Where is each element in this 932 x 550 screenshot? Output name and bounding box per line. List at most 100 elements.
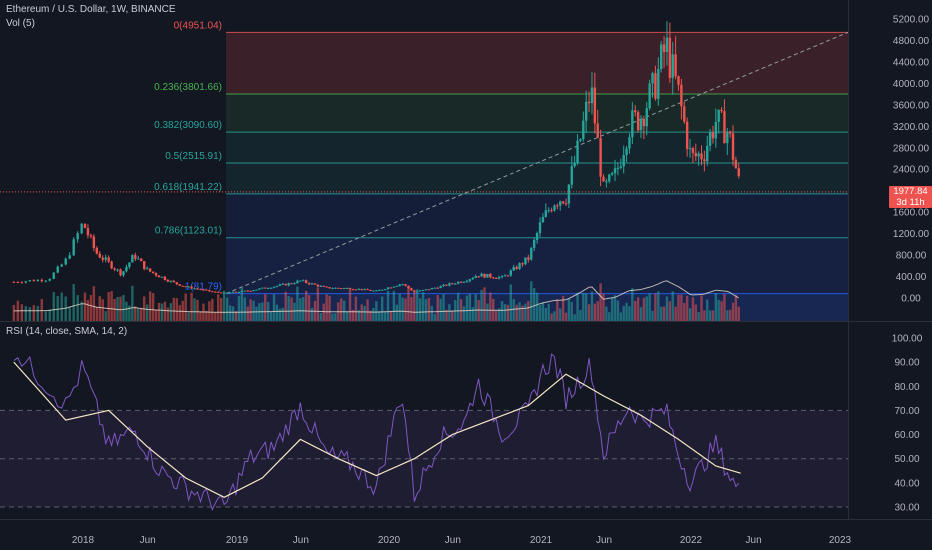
- candle-body: [471, 277, 474, 280]
- candle-body: [187, 286, 190, 288]
- volume-bar: [354, 296, 358, 321]
- volume-bar: [582, 292, 585, 321]
- chart-title[interactable]: Ethereum / U.S. Dollar, 1W, BINANCE: [6, 4, 176, 15]
- volume-indicator-label[interactable]: Vol (5): [6, 18, 35, 29]
- rsi-axis-tick: 50.00: [894, 454, 919, 465]
- volume-bar: [40, 298, 43, 321]
- candle-body: [477, 276, 480, 278]
- candle-body: [310, 283, 314, 285]
- candle-body: [68, 255, 71, 259]
- candle-body: [685, 121, 689, 150]
- volume-bar: [372, 308, 375, 321]
- candle-body: [266, 288, 270, 290]
- volume-bar: [625, 302, 628, 321]
- candle-body: [459, 281, 463, 283]
- volume-bar: [92, 286, 96, 321]
- candle-body: [363, 289, 366, 291]
- volume-bar: [439, 298, 442, 321]
- volume-bar: [125, 301, 128, 321]
- candle-body: [151, 271, 155, 274]
- candle-body: [175, 282, 178, 285]
- candle-body: [378, 289, 381, 291]
- candle-body: [36, 279, 39, 282]
- volume-bar: [217, 294, 220, 321]
- volume-bar: [532, 288, 536, 321]
- candle-body: [697, 153, 700, 157]
- candle-body: [16, 281, 20, 283]
- volume-bar: [628, 306, 631, 321]
- rsi-axis-tick: 80.00: [894, 382, 919, 393]
- volume-bar: [334, 313, 337, 321]
- volume-bar: [360, 304, 363, 321]
- candle-body: [587, 101, 591, 104]
- volume-bar: [172, 297, 176, 321]
- volume-bar: [680, 294, 683, 321]
- candle-body: [196, 288, 199, 290]
- candle-body: [163, 276, 167, 281]
- volume-bar: [48, 309, 51, 321]
- volume-bar: [544, 307, 548, 321]
- volume-bar: [593, 303, 597, 321]
- candle-body: [622, 154, 625, 167]
- candle-body: [258, 288, 261, 290]
- candle-body: [691, 148, 695, 153]
- candle-body: [237, 291, 241, 293]
- volume-bar: [378, 311, 381, 321]
- volume-bar: [72, 283, 75, 321]
- candle-body: [214, 291, 217, 293]
- volume-bar: [56, 296, 59, 321]
- time-axis-tick: 2023: [829, 535, 852, 546]
- volume-bar: [122, 294, 125, 321]
- candle-body: [334, 287, 337, 289]
- volume-bar: [616, 300, 620, 321]
- volume-bar: [610, 297, 614, 321]
- volume-bar: [587, 304, 591, 321]
- rsi-axis-tick: 60.00: [894, 430, 919, 441]
- volume-bar: [602, 293, 605, 321]
- candle-body: [340, 288, 343, 290]
- candle-body: [486, 273, 489, 278]
- candle-body: [636, 112, 640, 131]
- candle-body: [319, 285, 322, 287]
- volume-bar: [665, 296, 669, 321]
- volume-bar: [32, 305, 35, 321]
- volume-bar: [163, 301, 167, 321]
- candle-body: [190, 286, 193, 289]
- candle-body: [512, 267, 515, 271]
- candle-body: [535, 233, 539, 240]
- candle-body: [518, 263, 521, 270]
- candle-body: [500, 275, 504, 277]
- candle-body: [708, 132, 712, 146]
- volume-bar: [76, 295, 79, 321]
- candle-body: [157, 275, 161, 278]
- volume-bar: [134, 306, 137, 321]
- volume-bar: [281, 307, 284, 321]
- volume-bar: [608, 312, 611, 321]
- candle-body: [166, 280, 170, 282]
- price-axis-tick: 400.00: [896, 272, 927, 283]
- volume-bar: [231, 306, 235, 321]
- candle-body: [474, 276, 477, 278]
- price-axis-tick: 0.00: [901, 294, 921, 305]
- volume-bar: [550, 313, 553, 321]
- candle-body: [703, 159, 706, 162]
- candle-body: [541, 216, 545, 223]
- rsi-indicator-label[interactable]: RSI (14, close, SMA, 14, 2): [6, 326, 128, 337]
- volume-bar: [651, 310, 654, 321]
- candle-body: [290, 283, 293, 285]
- candle-body: [217, 291, 220, 293]
- volume-bar: [553, 311, 556, 321]
- volume-bar: [671, 291, 674, 321]
- candle-body: [375, 290, 378, 292]
- volume-bar: [28, 307, 31, 321]
- candle-body: [131, 255, 134, 263]
- time-axis-tick: 2022: [680, 535, 703, 546]
- volume-bar: [199, 311, 202, 321]
- volume-bar: [52, 292, 55, 321]
- candle-body: [369, 289, 372, 291]
- volume-bar: [567, 298, 571, 321]
- candle-body: [275, 285, 279, 287]
- volume-bar: [95, 306, 99, 321]
- candle-body: [639, 118, 643, 131]
